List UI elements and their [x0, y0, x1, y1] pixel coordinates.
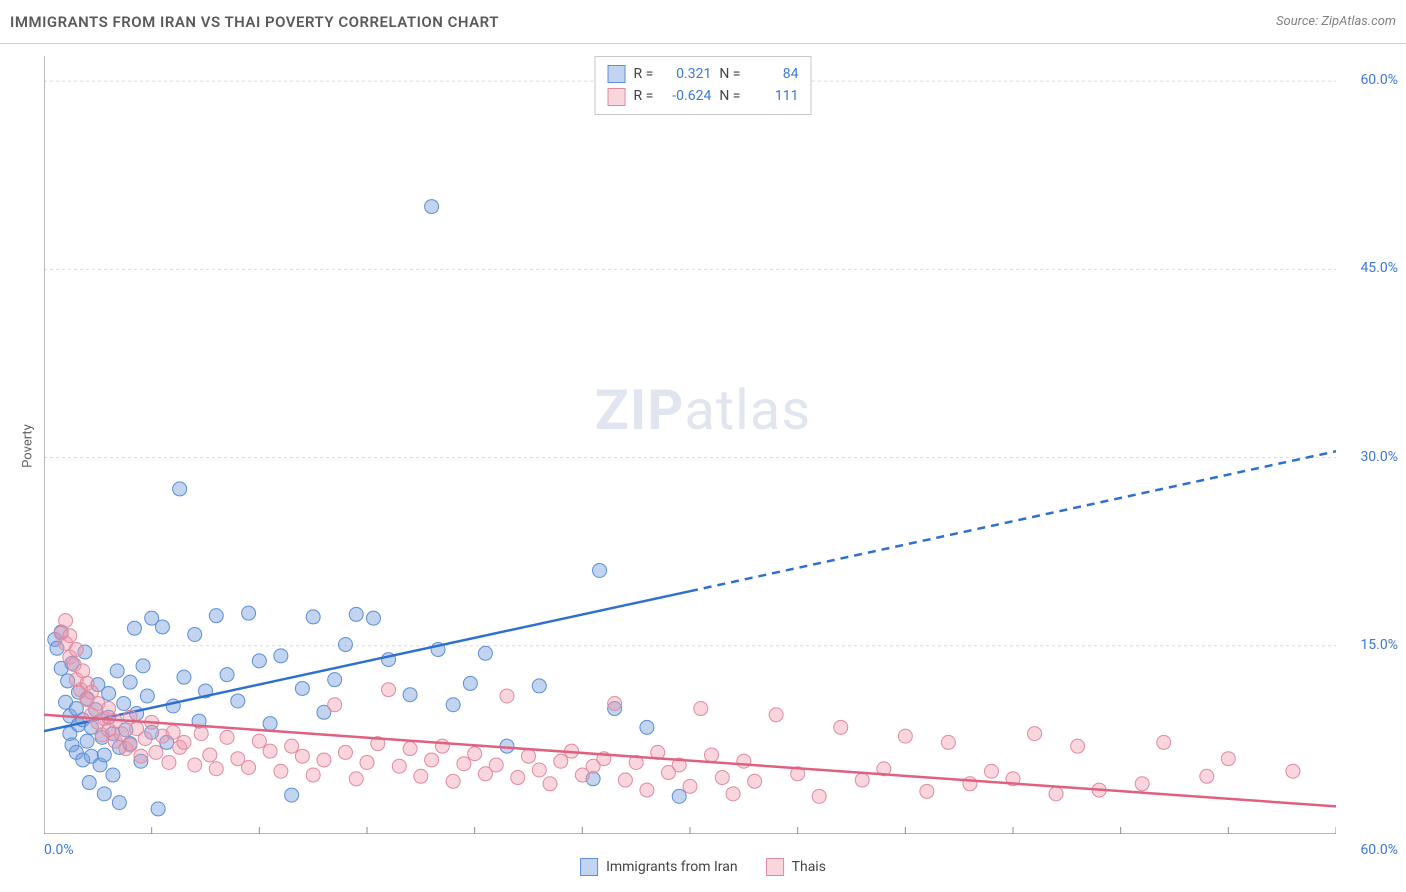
n-value-iran: 84 [748, 63, 798, 85]
correlation-legend: R = 0.321 N = 84 R = -0.624 N = 111 [595, 56, 812, 115]
legend-row-thai: R = -0.624 N = 111 [608, 85, 799, 107]
page-title: IMMIGRANTS FROM IRAN VS THAI POVERTY COR… [10, 13, 499, 31]
y-axis-label: Poverty [20, 424, 35, 468]
r-label: R = [634, 85, 654, 107]
y-tick-label: 15.0% [1360, 637, 1398, 653]
r-label: R = [634, 63, 654, 85]
legend-item-iran: Immigrants from Iran [580, 858, 738, 876]
n-value-thai: 111 [748, 85, 798, 107]
swatch-iran [580, 858, 598, 876]
source-attribution: Source: ZipAtlas.com [1276, 14, 1396, 29]
chart-area [44, 56, 1336, 834]
legend-row-iran: R = 0.321 N = 84 [608, 63, 799, 85]
swatch-thai [766, 858, 784, 876]
r-value-iran: 0.321 [661, 63, 711, 85]
legend-label-iran: Immigrants from Iran [606, 859, 738, 875]
x-min-label: 0.0% [44, 842, 74, 858]
y-tick-label: 60.0% [1360, 72, 1398, 88]
swatch-iran [608, 65, 626, 83]
legend-item-thai: Thais [766, 858, 826, 876]
n-label: N = [719, 63, 740, 85]
series-legend: Immigrants from Iran Thais [580, 858, 826, 876]
n-label: N = [719, 85, 740, 107]
r-value-thai: -0.624 [661, 85, 711, 107]
swatch-thai [608, 88, 626, 106]
scatter-plot [44, 56, 1336, 834]
y-tick-label: 30.0% [1360, 449, 1398, 465]
x-max-label: 60.0% [1360, 842, 1398, 858]
y-tick-label: 45.0% [1360, 260, 1398, 276]
legend-label-thai: Thais [792, 859, 826, 875]
